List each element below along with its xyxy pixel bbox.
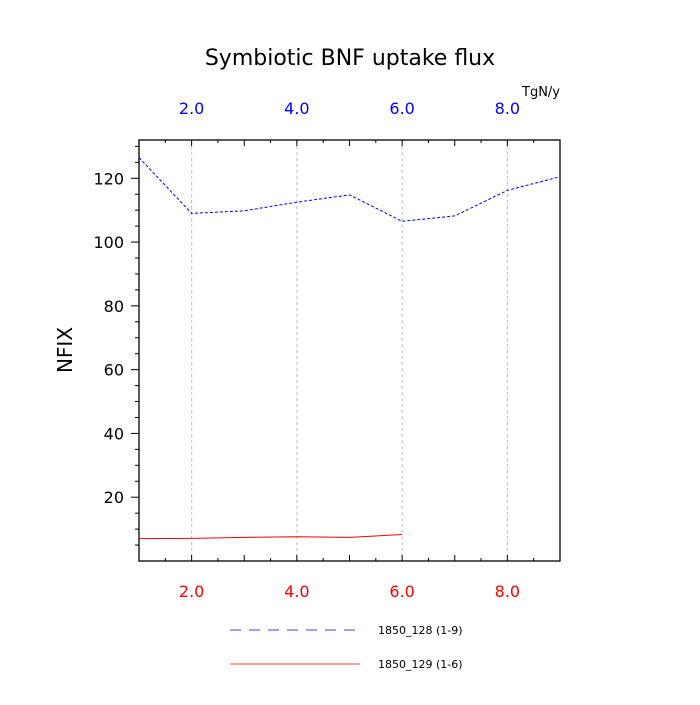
legend: 1850_128 (1-9) 1850_129 (1-6) [230, 624, 463, 671]
x-tick-label-top: 8.0 [495, 99, 520, 118]
series-line-2 [138, 534, 403, 540]
legend-label-1: 1850_128 (1-9) [378, 624, 463, 637]
y-tick-label: 20 [104, 488, 124, 507]
y-tick-label: 120 [93, 169, 124, 188]
y-tick-label: 100 [93, 233, 124, 252]
chart-title: Symbiotic BNF uptake flux [205, 46, 495, 71]
legend-label-2: 1850_129 (1-6) [378, 658, 463, 671]
x-tick-label-bottom: 2.0 [179, 582, 204, 601]
grid-layer [191, 140, 508, 561]
y-tick-label: 60 [104, 361, 124, 380]
axis-layer: 2.0 2.0 4.0 4.0 6.0 6.0 8.0 8.0 20 40 60 80 100 120 [93, 99, 561, 601]
x-tick-label-top: 4.0 [284, 99, 309, 118]
plot-frame [138, 139, 561, 562]
y-axis-label: NFIX [53, 327, 77, 373]
x-tick-label-bottom: 6.0 [389, 582, 414, 601]
x-tick-label-bottom: 8.0 [495, 582, 520, 601]
x-tick-label-top: 6.0 [389, 99, 414, 118]
top-axis-unit-label: TgN/y [521, 85, 560, 100]
y-tick-label: 40 [104, 424, 124, 443]
x-tick-label-bottom: 4.0 [284, 582, 309, 601]
series-line-1 [138, 157, 561, 222]
y-tick-label: 80 [104, 297, 124, 316]
x-tick-label-top: 2.0 [179, 99, 204, 118]
series-layer [138, 157, 561, 540]
